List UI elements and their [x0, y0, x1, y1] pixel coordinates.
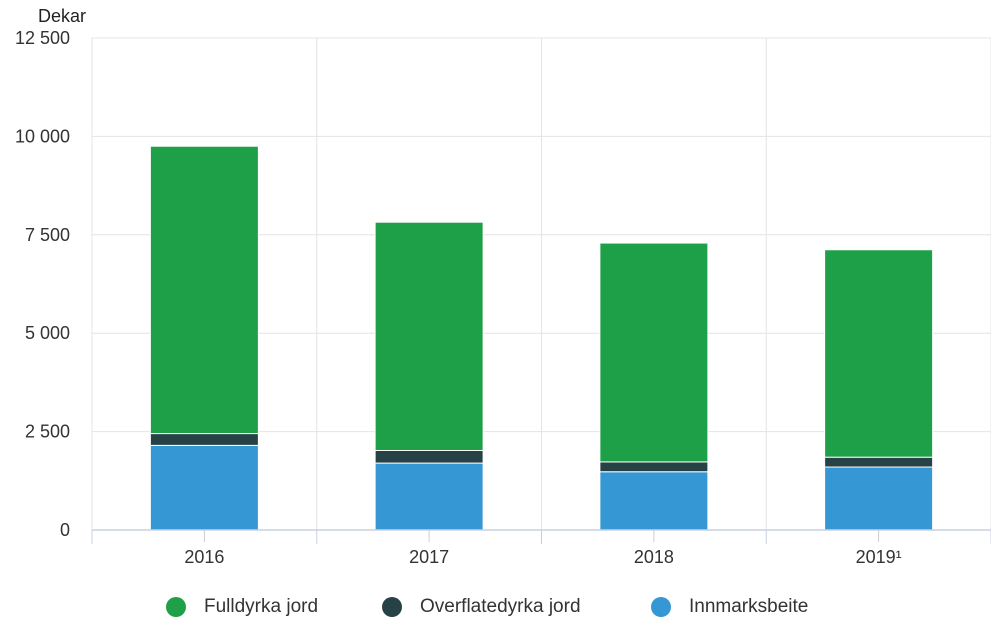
bar-segment[interactable] — [599, 471, 709, 531]
y-tick-label: 7 500 — [25, 225, 70, 245]
bar-segment[interactable] — [599, 461, 709, 473]
bars — [149, 145, 934, 531]
y-tick-label: 2 500 — [25, 422, 70, 442]
bar-segment[interactable] — [824, 456, 934, 468]
y-tick-label: 10 000 — [15, 126, 70, 146]
x-tick-label: 2017 — [409, 547, 449, 567]
bar-segment[interactable] — [374, 449, 484, 464]
y-axis-unit-label: Dekar — [38, 6, 86, 26]
bar-segment[interactable] — [149, 145, 259, 435]
legend-item-overflatedyrka-jord[interactable]: Overflatedyrka jord — [382, 590, 581, 624]
bar-segment[interactable] — [149, 433, 259, 446]
bar-segment[interactable] — [824, 249, 934, 458]
legend-dot-icon — [166, 597, 186, 617]
legend-label: Overflatedyrka jord — [420, 596, 581, 617]
bar-segment[interactable] — [824, 466, 934, 531]
x-tick-label: 2016 — [184, 547, 224, 567]
x-tick-label: 2019¹ — [856, 547, 902, 567]
stacked-bar-chart: 0 2 500 5 000 7 500 10 000 12 500 2016 2017 2018… — [15, 6, 991, 567]
bar-segment[interactable] — [374, 462, 484, 531]
bar-segment[interactable] — [599, 242, 709, 463]
legend-dot-icon — [651, 597, 671, 617]
y-tick-label: 0 — [60, 520, 70, 540]
legend-label: Innmarksbeite — [689, 596, 809, 617]
axes: 0 2 500 5 000 7 500 10 000 12 500 2016 2017 2018… — [15, 28, 991, 567]
legend-item-fulldyrka-jord[interactable]: Fulldyrka jord — [166, 590, 318, 624]
legend-label: Fulldyrka jord — [204, 596, 319, 617]
x-tick-label: 2018 — [634, 547, 674, 567]
legend: Fulldyrka jord Overflatedyrka jord Innma… — [0, 590, 991, 624]
y-tick-label: 5 000 — [25, 323, 70, 343]
y-tick-label: 12 500 — [15, 28, 70, 48]
legend-dot-icon — [382, 597, 402, 617]
bar-segment[interactable] — [374, 221, 484, 451]
bar-segment[interactable] — [149, 444, 259, 531]
legend-item-innmarksbeite[interactable]: Innmarksbeite — [651, 590, 808, 624]
